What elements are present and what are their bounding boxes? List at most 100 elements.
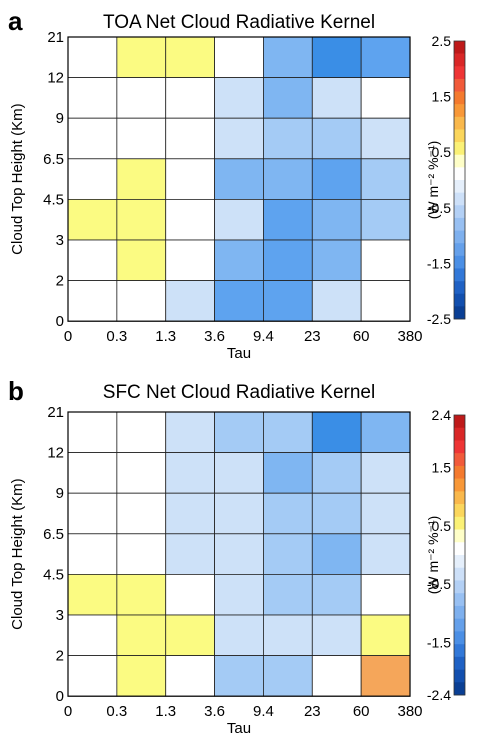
colorbar-segment <box>454 542 465 556</box>
heatmap-cell <box>360 533 411 575</box>
heatmap-cell <box>263 533 313 575</box>
y-tick-label: 9 <box>56 485 64 502</box>
colorbar-segment <box>454 605 465 619</box>
heatmap-cell <box>214 533 264 575</box>
colorbar-segment <box>454 142 465 156</box>
heatmap-cell <box>214 574 264 616</box>
chart-panel-b: b SFC Net Cloud Radiative Kernel 0 0.3 1.3 3.… <box>8 376 466 737</box>
heatmap-cell <box>116 158 167 200</box>
heatmap-cell <box>311 492 362 535</box>
colorbar-segment <box>454 41 465 54</box>
x-axis-label: Tau <box>227 345 251 362</box>
colorbar-segment <box>454 593 465 607</box>
colorbar-segment <box>454 167 465 181</box>
chart-panel-a: a TOA Net Cloud Radiative Kernel 0 0.3 1.3 3.… <box>8 6 466 362</box>
x-tick-label: 0.3 <box>106 703 127 720</box>
colorbar-tick-label: -2.4 <box>427 687 451 703</box>
heatmap-cell <box>116 492 167 535</box>
colorbar-segment <box>454 478 465 492</box>
heatmap-cell <box>263 117 313 160</box>
heatmap-cell <box>360 239 411 281</box>
heatmap-cell <box>165 452 215 494</box>
heatmap-cell <box>311 158 362 200</box>
y-tick-label: 6.5 <box>43 526 64 543</box>
colorbar-segment <box>454 217 465 231</box>
y-tick-label: 0 <box>56 688 64 705</box>
colorbar-tick-label: 0.5 <box>432 144 452 160</box>
heatmap-cell <box>360 452 411 494</box>
heatmap-cell <box>360 117 411 160</box>
colorbar-segment <box>454 281 465 295</box>
heatmap-cell <box>360 655 411 697</box>
heatmap-cell <box>214 280 264 322</box>
heatmap-cell <box>311 655 362 697</box>
heatmap-cell <box>165 492 215 535</box>
heatmap-cell <box>67 533 118 575</box>
colorbar-segment <box>454 243 465 257</box>
colorbar-tick-label: -2.5 <box>427 311 451 327</box>
y-tick-label: 2 <box>56 648 64 665</box>
x-tick-label: 23 <box>304 328 321 345</box>
colorbar-segment <box>454 116 465 130</box>
x-tick-label: 1.3 <box>155 328 176 345</box>
colorbar-tick-label: -1.5 <box>427 635 451 651</box>
heatmap-cell <box>214 117 264 160</box>
y-tick-label: 9 <box>56 110 64 127</box>
heatmap-cell <box>360 574 411 616</box>
heatmap-cell <box>311 614 362 656</box>
heatmap-cell <box>165 280 215 322</box>
heatmap-cell <box>67 158 118 200</box>
heatmap-cell <box>67 411 118 453</box>
heatmap-cell <box>116 280 167 322</box>
colorbar-frame <box>453 40 466 320</box>
heatmap-cell <box>263 198 313 241</box>
heatmap-cell <box>311 533 362 575</box>
x-tick-label: 0.3 <box>106 328 127 345</box>
colorbar-tick-label: -0.5 <box>427 200 451 216</box>
heatmap-cell <box>263 574 313 616</box>
heatmap-cell <box>116 36 167 78</box>
colorbar-tick-label: -0.5 <box>427 576 451 592</box>
heatmap-cell <box>263 239 313 281</box>
y-tick-label: 3 <box>56 607 64 624</box>
x-tick-label: 3.6 <box>204 328 225 345</box>
heatmap-cell <box>263 77 313 119</box>
heatmap-cell <box>116 77 167 119</box>
heatmap-cell <box>311 452 362 494</box>
plot-frame <box>67 411 411 697</box>
colorbar-segment <box>454 129 465 143</box>
x-tick-label: 60 <box>353 703 370 720</box>
heatmap-cell <box>67 492 118 535</box>
heatmap-cell <box>311 239 362 281</box>
colorbar-segment <box>454 268 465 282</box>
y-tick-label: 3 <box>56 232 64 249</box>
colorbar-segment <box>454 504 465 518</box>
x-tick-label: 3.6 <box>204 703 225 720</box>
heatmap-cell <box>360 36 411 78</box>
heatmap-cell <box>360 77 411 119</box>
heatmap-cell <box>67 77 118 119</box>
y-tick-label: 0 <box>56 313 64 330</box>
heatmap-cell <box>214 655 264 697</box>
heatmap-cell <box>263 411 313 453</box>
colorbar-segment <box>454 567 465 581</box>
heatmap-cell <box>165 655 215 697</box>
y-axis-label: Cloud Top Height (Km) <box>9 478 26 629</box>
colorbar-segment <box>454 631 465 645</box>
colorbar-segment <box>454 78 465 92</box>
heatmap-cell <box>214 492 264 535</box>
heatmap-cell <box>360 492 411 535</box>
colorbar-label: (W m⁻² %⁻¹) <box>425 141 441 220</box>
x-tick-label: 0 <box>64 328 72 345</box>
colorbar-segment <box>454 669 465 683</box>
heatmap-cell <box>263 280 313 322</box>
x-axis-label: Tau <box>227 720 251 737</box>
colorbar-segment <box>454 192 465 206</box>
heatmap-cell <box>311 36 362 78</box>
heatmap-cell <box>116 198 167 241</box>
heatmap-cell <box>263 158 313 200</box>
y-tick-label: 6.5 <box>43 151 64 168</box>
heatmap-cell <box>214 239 264 281</box>
y-tick-label: 12 <box>47 445 64 462</box>
